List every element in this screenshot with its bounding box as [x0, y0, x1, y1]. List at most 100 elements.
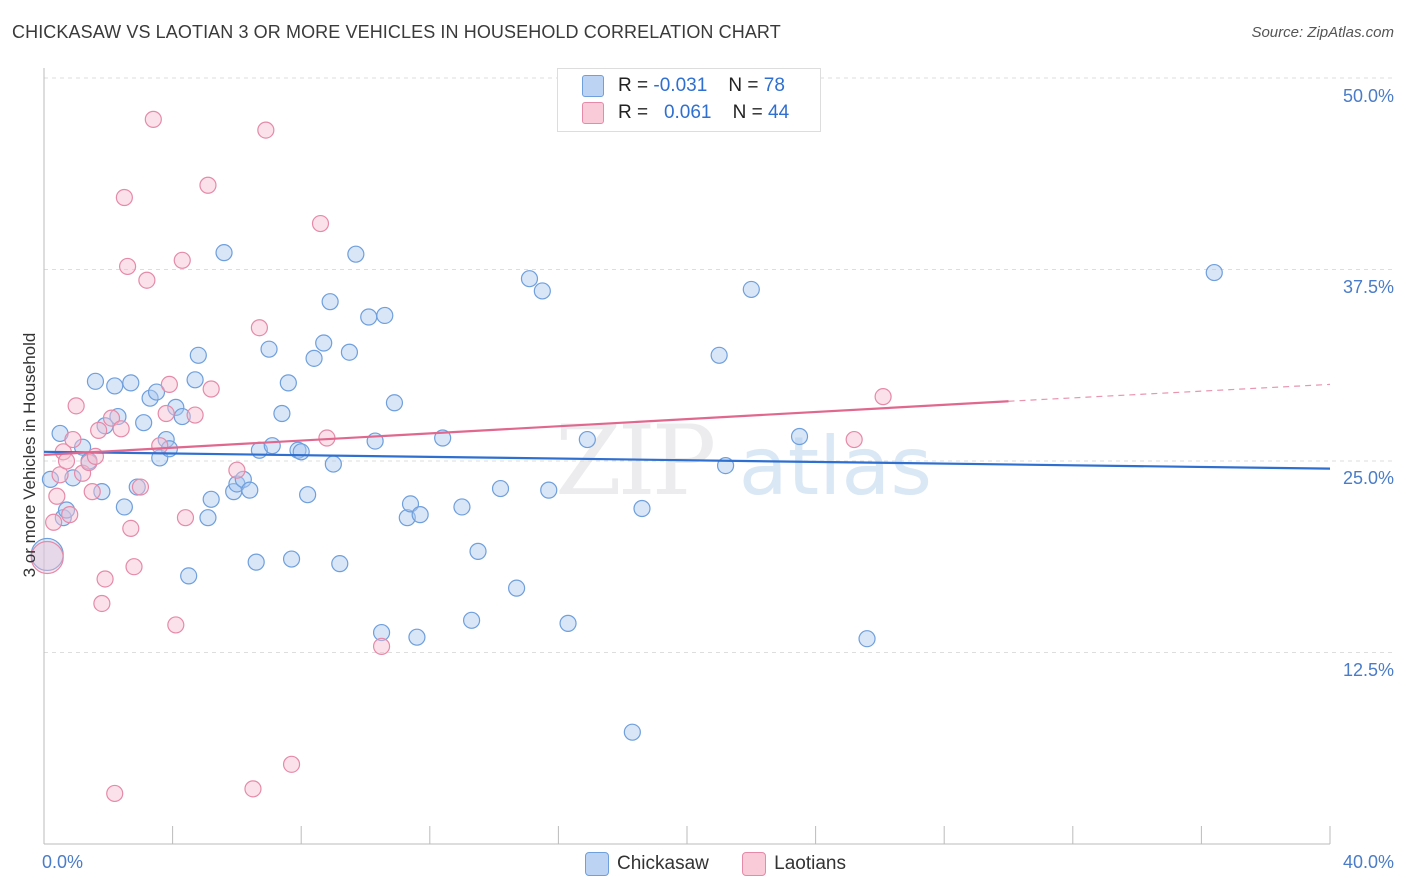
- legend-n-value-laotians: 44: [768, 102, 790, 124]
- data-point: [96, 570, 114, 588]
- data-point: [623, 723, 641, 741]
- legend-row-chickasaw: R = -0.031 N = 78: [582, 75, 785, 99]
- data-point: [305, 349, 323, 367]
- data-point: [453, 498, 471, 516]
- data-point: [273, 404, 291, 423]
- data-point: [73, 464, 92, 482]
- data-point: [115, 498, 133, 516]
- data-point: [324, 455, 342, 473]
- data-point: [90, 421, 108, 439]
- data-point: [398, 509, 416, 527]
- data-point: [633, 499, 651, 518]
- legend-label-chickasaw: Chickasaw: [617, 853, 709, 875]
- data-point: [118, 257, 137, 276]
- data-point: [408, 628, 426, 646]
- data-point: [173, 251, 191, 269]
- data-point: [559, 614, 577, 632]
- data-point: [790, 427, 809, 446]
- data-point: [122, 374, 140, 392]
- data-point: [41, 470, 60, 488]
- data-point: [86, 372, 105, 390]
- data-point: [540, 481, 558, 499]
- data-point: [263, 437, 281, 455]
- x-tick-label-max: 40.0%: [1342, 852, 1394, 872]
- data-point: [321, 293, 339, 311]
- data-point: [83, 483, 101, 501]
- data-point: [874, 388, 892, 406]
- data-point: [372, 623, 391, 642]
- series-legend: Chickasaw Laotians: [585, 852, 874, 876]
- data-point: [157, 404, 175, 423]
- series-chickasaw: [30, 244, 1223, 741]
- data-point: [122, 519, 140, 538]
- data-point-large: [30, 540, 64, 575]
- data-point: [167, 616, 185, 634]
- data-point: [372, 637, 391, 655]
- data-point: [401, 495, 420, 513]
- series-laotians: [30, 110, 892, 803]
- data-point: [160, 375, 178, 393]
- data-point: [106, 377, 124, 395]
- trend-line-laotians: [43, 400, 1009, 456]
- trend-line-chickasaw: [43, 450, 1331, 470]
- data-point: [131, 478, 150, 496]
- data-point: [102, 409, 121, 427]
- source-label: Source: ZipAtlas.com: [1251, 24, 1394, 41]
- data-point: [61, 506, 79, 524]
- data-point: [315, 334, 333, 352]
- data-point: [282, 550, 301, 568]
- data-point: [186, 371, 204, 389]
- data-point: [710, 346, 728, 364]
- legend-r-label: R =: [618, 102, 649, 124]
- data-point: [176, 509, 195, 527]
- data-point: [138, 271, 156, 289]
- data-point: [64, 430, 82, 449]
- legend-swatch-laotians: [582, 102, 604, 124]
- legend-r-value-chickasaw: -0.031: [653, 75, 708, 97]
- y-tick-label-37-5: 37.5%: [1342, 277, 1394, 297]
- legend-r-value-laotians: 0.061: [663, 102, 712, 124]
- data-point: [331, 555, 349, 573]
- data-point: [347, 245, 365, 263]
- data-point: [125, 558, 143, 576]
- data-point: [51, 466, 69, 484]
- y-axis-label: 3 or more Vehicles in Household: [20, 332, 39, 578]
- data-point: [462, 611, 481, 629]
- data-point: [247, 553, 265, 571]
- data-point: [189, 346, 207, 364]
- data-point: [1205, 263, 1223, 282]
- data-point: [199, 176, 217, 194]
- data-point: [67, 397, 85, 415]
- y-tick-label-50: 50.0%: [1342, 86, 1394, 106]
- data-point: [845, 430, 863, 449]
- data-point: [292, 443, 310, 461]
- legend-item-chickasaw: Chickasaw: [585, 852, 709, 876]
- watermark-atlas: atlas: [738, 420, 933, 513]
- data-point: [742, 280, 760, 299]
- data-point: [144, 110, 162, 128]
- data-point: [151, 437, 169, 455]
- data-point: [167, 398, 185, 416]
- data-point: [57, 501, 76, 519]
- chart-title: CHICKASAW VS LAOTIAN 3 OR MORE VEHICLES …: [12, 22, 781, 42]
- data-point: [202, 380, 220, 398]
- data-point: [228, 461, 246, 479]
- data-point: [64, 469, 82, 487]
- data-point: [147, 383, 166, 401]
- data-point: [234, 470, 252, 488]
- data-point: [578, 430, 596, 449]
- legend-n-label: N =: [732, 102, 763, 124]
- data-point: [141, 389, 159, 407]
- data-point: [202, 490, 220, 508]
- data-point: [250, 319, 269, 337]
- data-point: [376, 306, 394, 325]
- trend-lines: [43, 383, 1331, 470]
- legend-n-value-chickasaw: 78: [763, 75, 785, 97]
- data-point: [180, 567, 198, 585]
- y-tick-label-12-5: 12.5%: [1342, 660, 1394, 680]
- data-point: [112, 420, 130, 438]
- data-point: [215, 244, 233, 262]
- legend-swatch-laotians: [742, 852, 767, 876]
- axes: [43, 68, 1331, 845]
